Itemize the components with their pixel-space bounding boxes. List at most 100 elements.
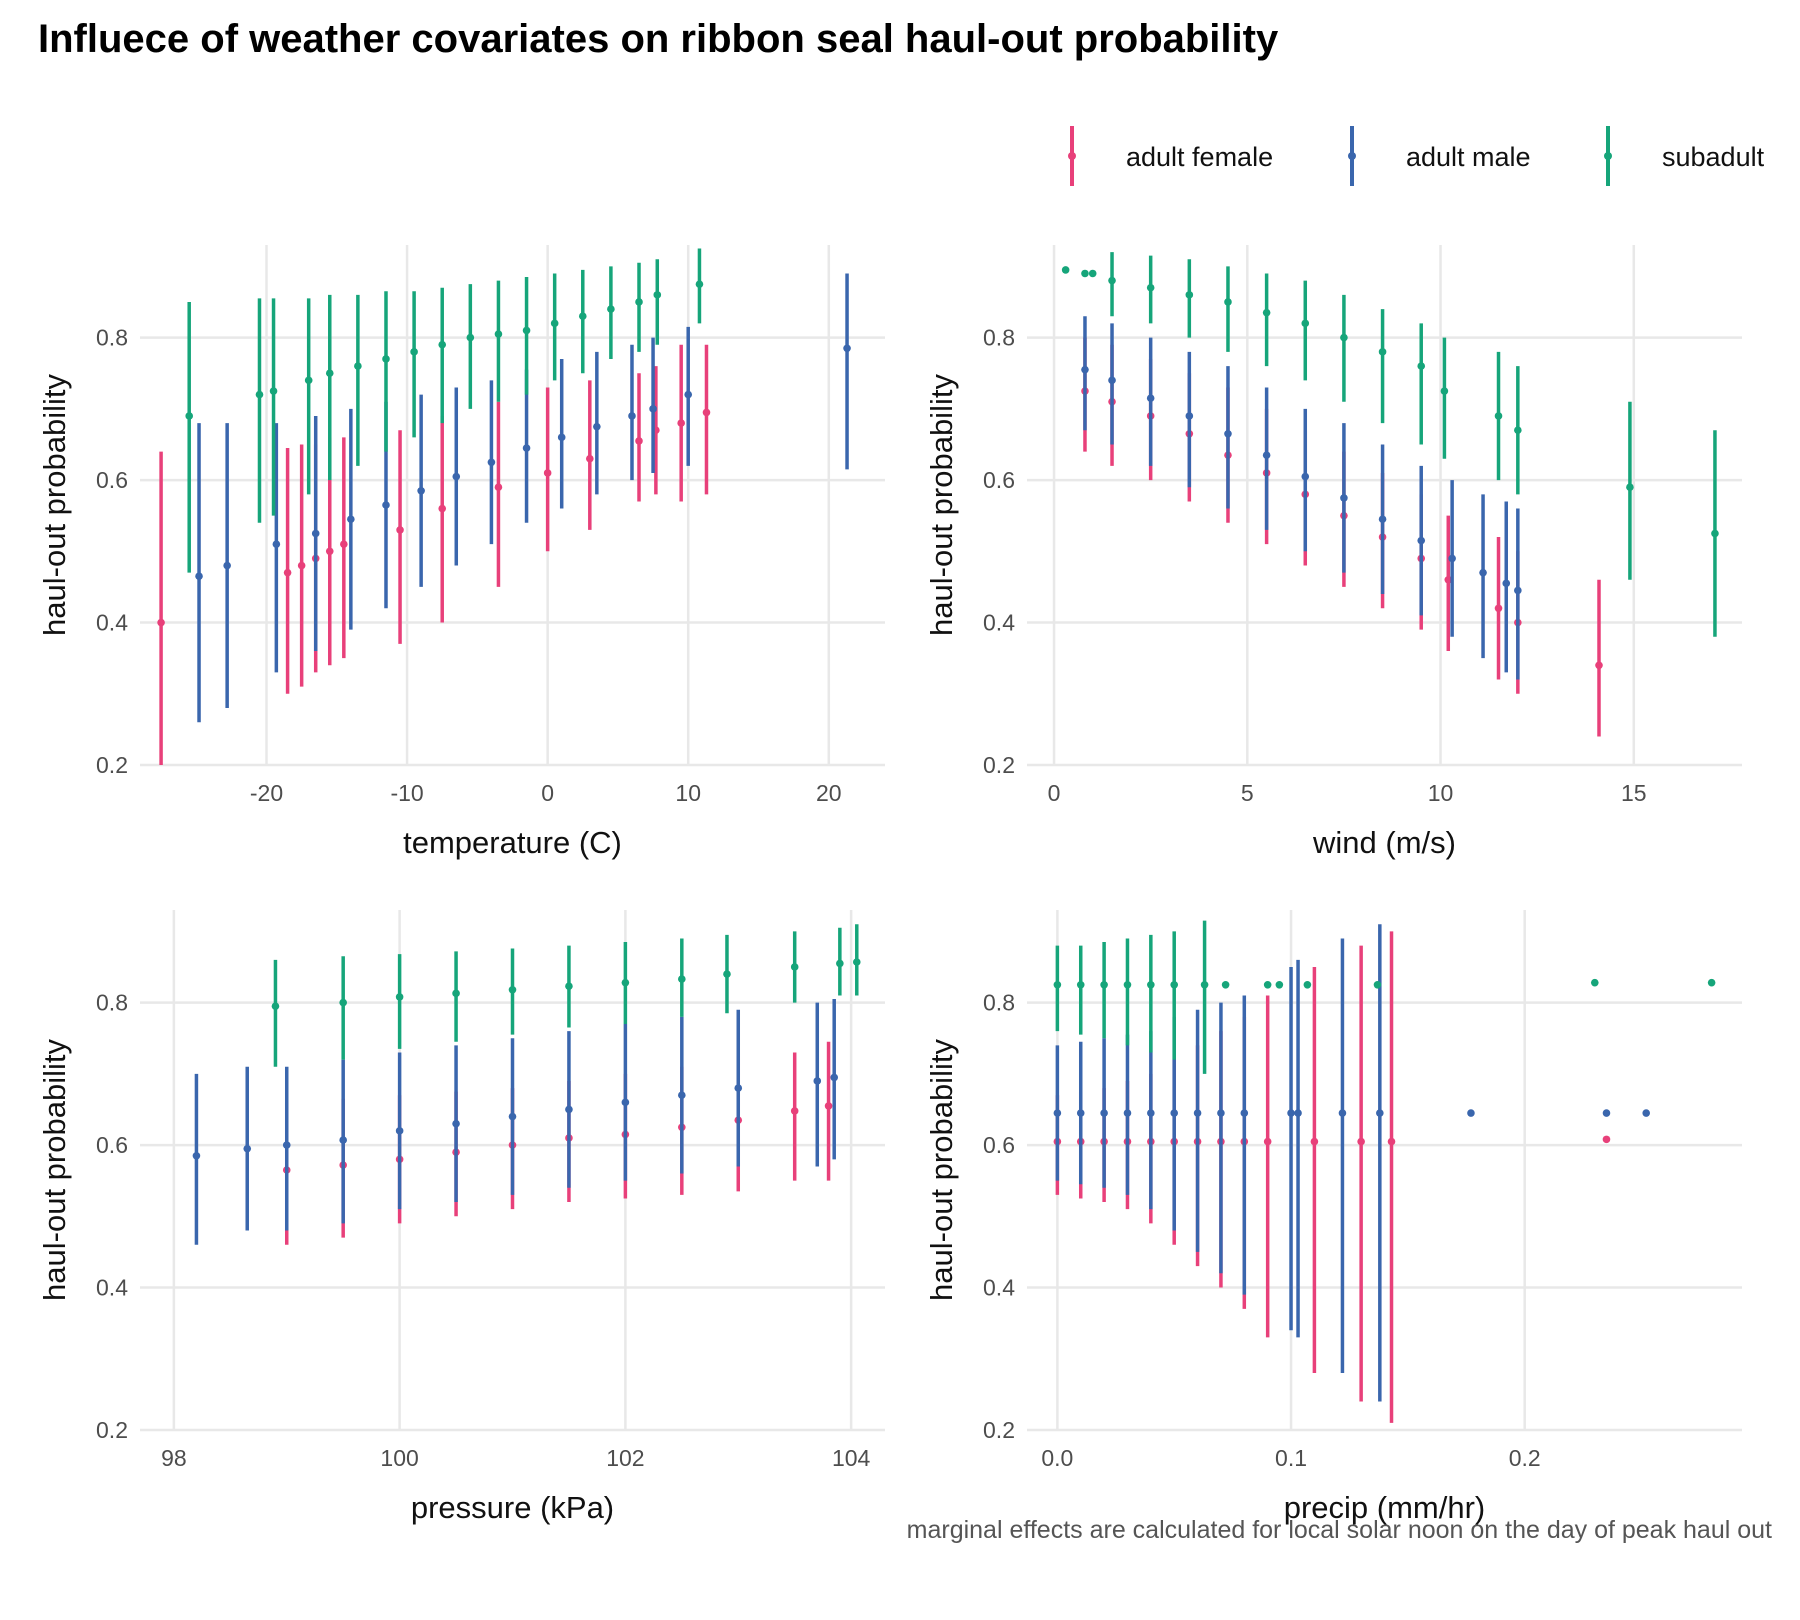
legend-key-dot-subadult xyxy=(1604,152,1612,160)
precip-xtick-label: 0.0 xyxy=(1041,1445,1073,1471)
pressure-subadult-point xyxy=(508,985,517,994)
precip-subadult-point xyxy=(1123,980,1132,989)
pressure-ytick-label: 0.4 xyxy=(96,1275,128,1301)
wind-adult-male-point xyxy=(1479,568,1487,577)
precip-adult-male-point xyxy=(1076,1109,1085,1117)
temperature-adult-male-point xyxy=(557,433,566,442)
pressure-adult-male-point xyxy=(621,1098,630,1107)
wind-subadult-point xyxy=(1146,283,1155,292)
precip-adult-female-point xyxy=(1602,1135,1611,1144)
wind-ytick-label: 0.6 xyxy=(983,467,1015,493)
wind-subadult-point xyxy=(1061,266,1070,274)
temperature-subadult-point xyxy=(410,348,418,356)
wind-adult-male-point xyxy=(1108,376,1116,385)
temperature-series-adult-female xyxy=(157,344,711,765)
precip-xtick-label: 0.2 xyxy=(1509,1445,1541,1471)
legend-label-adult-male: adult male xyxy=(1406,142,1531,172)
precip-adult-male-point xyxy=(1240,1109,1249,1117)
legend-label-adult-female: adult female xyxy=(1126,142,1273,172)
wind-ytick-label: 0.8 xyxy=(983,325,1015,351)
temperature-adult-male-point xyxy=(684,390,693,399)
pressure-ytick-label: 0.6 xyxy=(96,1132,128,1158)
legend-item-adult-male: adult male xyxy=(1348,126,1531,186)
pressure-subadult-point xyxy=(271,1002,280,1010)
temperature-subadult-point xyxy=(304,376,313,385)
wind-subadult-point xyxy=(1088,269,1097,278)
temperature-subadult-point xyxy=(269,387,278,395)
pressure-ytick-label: 0.2 xyxy=(96,1417,128,1443)
wind-xtick-label: 15 xyxy=(1621,780,1647,806)
temperature-x-axis-title: temperature (C) xyxy=(403,825,622,860)
wind-subadult-point xyxy=(1417,362,1426,370)
panel-temperature: 0.2 0.4 0.6 0.8 -20 -10 0 10 20 temperature (C) ha… xyxy=(37,245,885,860)
wind-subadult-point xyxy=(1108,276,1116,285)
temperature-subadult-point xyxy=(438,340,447,349)
pressure-adult-male-point xyxy=(243,1144,252,1153)
wind-adult-female-point xyxy=(1494,604,1503,613)
wind-adult-male-point xyxy=(1224,429,1232,438)
wind-adult-male-point xyxy=(1378,515,1387,524)
precip-adult-male-point xyxy=(1217,1109,1225,1117)
wind-adult-male-point xyxy=(1417,536,1426,545)
pressure-x-axis-title: pressure (kPa) xyxy=(411,1490,614,1525)
precip-xtick-label: 0.1 xyxy=(1275,1445,1307,1471)
legend-item-adult-female: adult female xyxy=(1068,126,1273,186)
precip-subadult-point xyxy=(1275,980,1284,989)
precip-adult-male-point xyxy=(1193,1109,1202,1117)
temperature-adult-female-point xyxy=(586,454,594,463)
wind-adult-male-point xyxy=(1185,412,1194,420)
wind-adult-male-point xyxy=(1448,554,1456,563)
precip-adult-male-point xyxy=(1123,1109,1132,1117)
temperature-adult-female-point xyxy=(283,568,292,577)
pressure-subadult-point xyxy=(836,959,844,968)
pressure-xtick-label: 100 xyxy=(380,1445,418,1471)
precip-adult-male-point xyxy=(1053,1109,1062,1117)
temperature-series-subadult xyxy=(185,248,704,573)
temperature-subadult-point xyxy=(255,390,264,399)
legend: adult female adult male subadult xyxy=(1068,126,1765,186)
wind-subadult-point xyxy=(1301,319,1310,328)
temperature-ytick-label: 0.8 xyxy=(96,325,128,351)
wind-subadult-point xyxy=(1440,387,1449,395)
temperature-subadult-point xyxy=(578,312,587,321)
temperature-xtick-label: 10 xyxy=(675,780,701,806)
precip-ytick-label: 0.8 xyxy=(983,990,1015,1016)
wind-subadult-point xyxy=(1340,333,1348,342)
precip-ytick-label: 0.6 xyxy=(983,1132,1015,1158)
pressure-adult-male-point xyxy=(282,1141,291,1149)
pressure-subadult-point xyxy=(452,989,460,998)
wind-subadult-point xyxy=(1224,298,1232,306)
precip-series-adult-female xyxy=(1053,931,1611,1423)
wind-subadult-point xyxy=(1494,412,1503,420)
wind-adult-male-point xyxy=(1262,451,1271,459)
precip-subadult-point xyxy=(1200,980,1209,989)
panel-wind: 0.2 0.4 0.6 0.8 0 5 10 15 wind (m/s) haul-out pro… xyxy=(924,245,1742,860)
temperature-subadult-point xyxy=(653,291,662,299)
temperature-adult-female-point xyxy=(702,408,711,417)
precip-x-axis-title: precip (mm/hr) xyxy=(1284,1490,1486,1525)
pressure-series-subadult xyxy=(271,924,861,1067)
precip-subadult-point xyxy=(1076,980,1085,989)
temperature-adult-female-point xyxy=(157,618,165,627)
legend-key-dot-adult-male xyxy=(1348,152,1356,160)
wind-adult-female-point xyxy=(1444,575,1453,584)
precip-ytick-label: 0.4 xyxy=(983,1275,1015,1301)
temperature-xtick-label: 20 xyxy=(816,780,842,806)
precip-subadult-point xyxy=(1707,978,1716,987)
panel-pressure: 0.2 0.4 0.6 0.8 98 100 102 104 pressure (kPa) hau… xyxy=(37,910,885,1525)
temperature-series-adult-male xyxy=(195,273,851,723)
precip-adult-male-point xyxy=(1294,1109,1302,1117)
pressure-xtick-label: 98 xyxy=(161,1445,187,1471)
precip-subadult-point xyxy=(1221,980,1230,989)
pressure-adult-male-point xyxy=(813,1077,822,1085)
pressure-adult-male-point xyxy=(734,1084,743,1092)
precip-subadult-point xyxy=(1263,980,1272,989)
wind-adult-male-point xyxy=(1081,365,1089,374)
precip-ytick-label: 0.2 xyxy=(983,1417,1015,1443)
temperature-y-axis-title: haul-out probability xyxy=(37,374,72,636)
wind-adult-male-point xyxy=(1502,579,1511,588)
temperature-adult-male-point xyxy=(272,540,281,548)
pressure-subadult-point xyxy=(621,978,630,987)
wind-subadult-point xyxy=(1185,291,1194,299)
